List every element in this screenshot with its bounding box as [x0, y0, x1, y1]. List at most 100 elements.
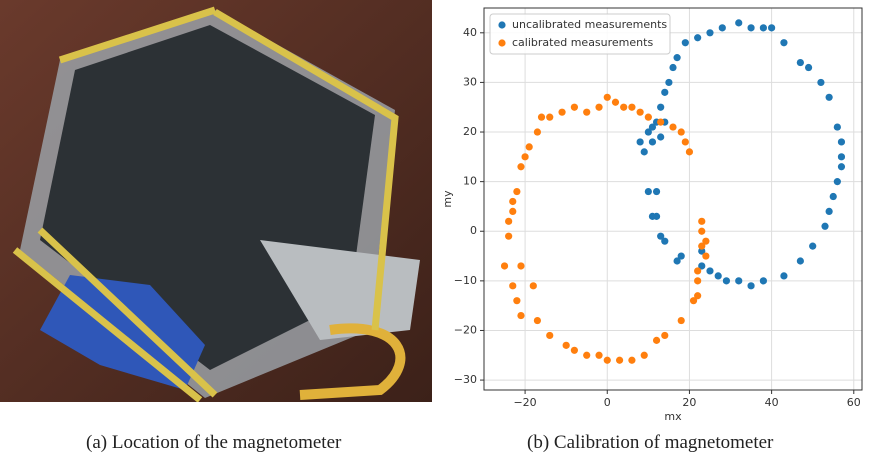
point: [534, 317, 541, 324]
point: [838, 153, 845, 160]
point: [571, 104, 578, 111]
x-tick-label: 0: [604, 396, 611, 409]
legend-label: uncalibrated measurements: [512, 18, 667, 31]
point: [826, 208, 833, 215]
point: [534, 128, 541, 135]
point: [780, 272, 787, 279]
caption: (a) Location of the magnetometer: [86, 432, 341, 454]
point: [509, 208, 516, 215]
point: [653, 188, 660, 195]
point: [517, 262, 524, 269]
y-tick-label: 0: [470, 224, 477, 237]
point: [628, 104, 635, 111]
point: [595, 352, 602, 359]
point: [768, 24, 775, 31]
point: [526, 143, 533, 150]
point: [797, 59, 804, 66]
photo: [0, 0, 432, 402]
legend-marker: [498, 39, 505, 46]
point: [583, 352, 590, 359]
point: [505, 233, 512, 240]
point: [826, 94, 833, 101]
y-tick-label: −30: [454, 373, 477, 386]
point: [706, 29, 713, 36]
point: [538, 114, 545, 121]
point: [616, 357, 623, 364]
x-tick-label: 60: [847, 396, 861, 409]
legend-marker: [498, 21, 505, 28]
point: [674, 54, 681, 61]
point: [604, 357, 611, 364]
point: [546, 114, 553, 121]
point: [735, 19, 742, 26]
point: [809, 243, 816, 250]
point: [821, 223, 828, 230]
point: [678, 317, 685, 324]
point: [637, 109, 644, 116]
point: [830, 193, 837, 200]
point: [657, 233, 664, 240]
point: [558, 109, 565, 116]
point: [665, 79, 672, 86]
point: [657, 119, 664, 126]
point: [747, 282, 754, 289]
point: [694, 34, 701, 41]
point: [521, 153, 528, 160]
point: [674, 257, 681, 264]
point: [694, 277, 701, 284]
point: [698, 218, 705, 225]
point: [657, 104, 664, 111]
point: [780, 39, 787, 46]
figure: (a) Location of the magnetometer (b) Cal…: [0, 0, 870, 470]
y-tick-label: −20: [454, 323, 477, 336]
point: [657, 133, 664, 140]
point: [661, 332, 668, 339]
point: [735, 277, 742, 284]
point: [604, 94, 611, 101]
point: [682, 39, 689, 46]
point: [669, 64, 676, 71]
point: [678, 128, 685, 135]
point: [649, 213, 656, 220]
point: [645, 114, 652, 121]
point: [719, 24, 726, 31]
x-tick-label: −20: [513, 396, 536, 409]
y-tick-label: 10: [463, 175, 477, 188]
y-axis-label: my: [441, 190, 454, 208]
point: [517, 163, 524, 170]
point: [682, 138, 689, 145]
point: [517, 312, 524, 319]
point: [690, 297, 697, 304]
y-tick-label: −10: [454, 274, 477, 287]
point: [760, 277, 767, 284]
point: [509, 198, 516, 205]
caption: (b) Calibration of magnetometer: [527, 432, 773, 454]
point: [669, 123, 676, 130]
point: [563, 342, 570, 349]
point: [637, 138, 644, 145]
point: [571, 347, 578, 354]
point: [513, 297, 520, 304]
point: [513, 188, 520, 195]
point: [653, 337, 660, 344]
point: [706, 267, 713, 274]
point: [760, 24, 767, 31]
point: [620, 104, 627, 111]
point: [641, 352, 648, 359]
point: [509, 282, 516, 289]
x-tick-label: 40: [765, 396, 779, 409]
point: [702, 252, 709, 259]
point: [834, 178, 841, 185]
point: [686, 148, 693, 155]
point: [612, 99, 619, 106]
point: [649, 138, 656, 145]
x-tick-label: 20: [682, 396, 696, 409]
point: [583, 109, 590, 116]
point: [797, 257, 804, 264]
point: [723, 277, 730, 284]
point: [595, 104, 602, 111]
x-axis-label: mx: [664, 410, 682, 423]
point: [546, 332, 553, 339]
point: [530, 282, 537, 289]
